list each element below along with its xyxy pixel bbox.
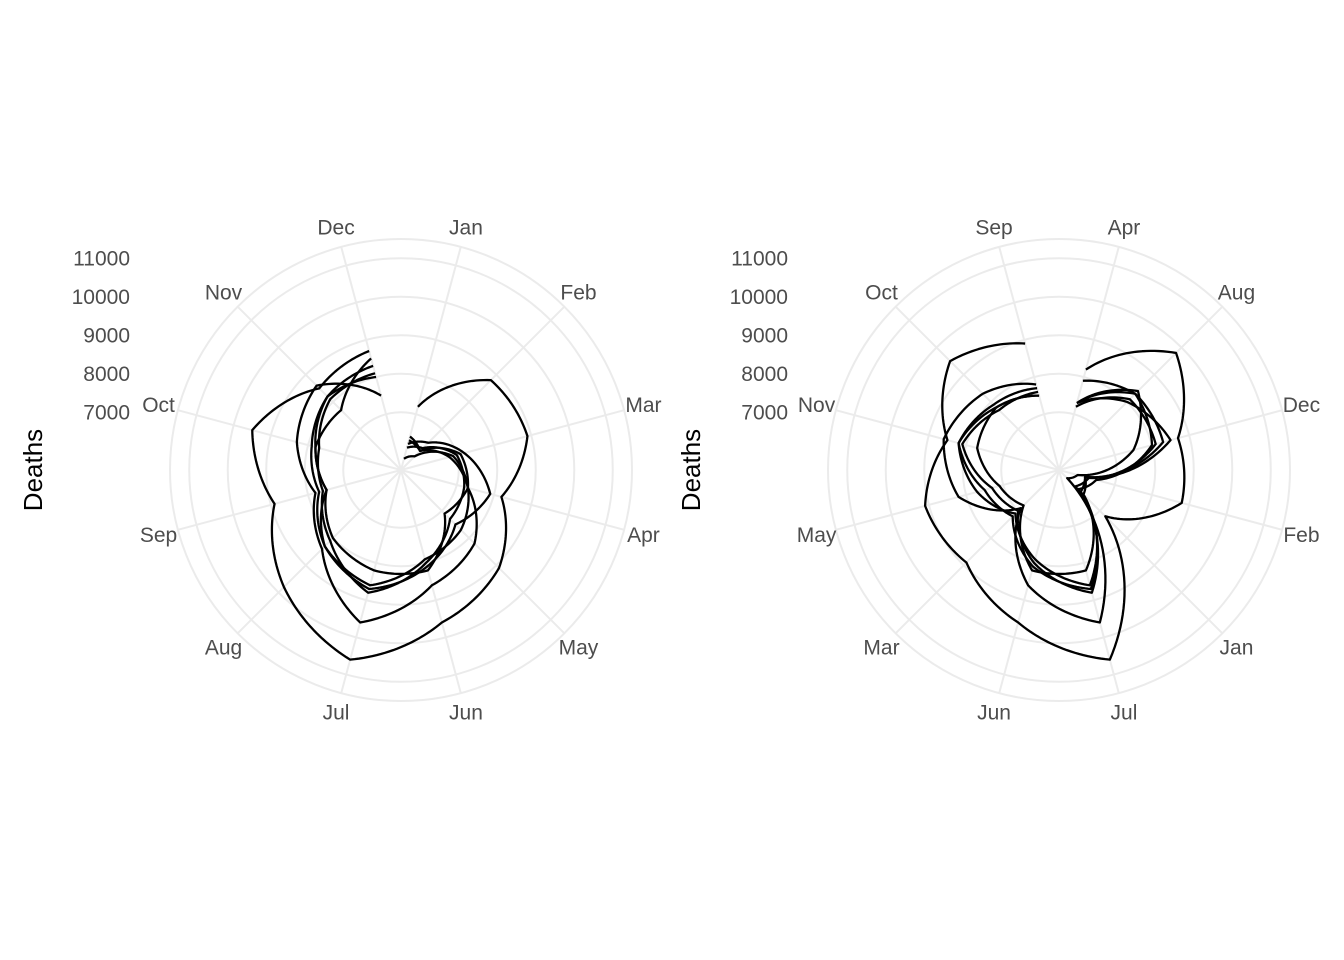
theta-label-jul: Jul	[1111, 701, 1138, 724]
grid-circle-10000	[884, 295, 1234, 645]
grid-spoke	[177, 409, 402, 471]
y-tick-label: 11000	[73, 247, 130, 270]
y-tick-label: 8000	[83, 363, 130, 386]
series-line-4	[957, 387, 1165, 587]
grid-circle-7000	[342, 411, 460, 529]
theta-label-sep: Sep	[140, 524, 177, 547]
y-tick-label: 11000	[731, 247, 788, 270]
theta-label-feb: Feb	[1283, 524, 1319, 547]
grid-circle-9000	[265, 334, 537, 606]
grid-circle-outer	[169, 238, 633, 702]
theta-label-apr: Apr	[627, 524, 660, 547]
y-tick-label: 9000	[83, 324, 130, 347]
theta-label-mar: Mar	[625, 394, 661, 417]
series-line-6	[923, 342, 1186, 661]
grid-circle-10000	[226, 295, 576, 645]
grid-spoke	[400, 469, 462, 694]
grid-circle-11000	[846, 257, 1272, 683]
y-tick-label: 8000	[741, 363, 788, 386]
y-tick-label: 10000	[72, 286, 130, 309]
grid-spoke	[894, 469, 1060, 635]
grid-spoke	[340, 469, 402, 694]
series-line-1	[942, 382, 1143, 624]
theta-label-may: May	[797, 524, 837, 547]
theta-label-may: May	[559, 636, 599, 659]
grid-spoke	[1058, 305, 1224, 471]
theta-label-nov: Nov	[798, 394, 836, 417]
polar-panel-right: 7000 8000 9000 10000 11000 Apr Aug Dec Feb Jan Jul…	[676, 217, 1320, 725]
grid-spoke	[400, 246, 462, 471]
grid-spoke	[400, 469, 625, 531]
grid-circle-8000	[303, 372, 499, 568]
grid-spoke	[1058, 246, 1120, 471]
theta-label-mar: Mar	[863, 636, 899, 659]
series-line-4	[310, 364, 470, 587]
y-tick-label: 10000	[730, 286, 788, 309]
grid-circle-outer	[827, 238, 1291, 702]
theta-label-aug: Aug	[205, 636, 242, 659]
theta-label-jan: Jan	[449, 217, 483, 240]
theta-label-apr: Apr	[1108, 217, 1141, 240]
theta-label-oct: Oct	[865, 282, 898, 305]
y-tick-label: 7000	[741, 401, 788, 424]
y-axis-title: Deaths	[676, 429, 706, 511]
series-line-3	[961, 390, 1157, 594]
grid-spoke	[998, 469, 1060, 694]
grid-spoke	[1058, 469, 1120, 694]
series-line-1	[295, 382, 478, 624]
y-tick-label: 9000	[741, 324, 788, 347]
theta-label-sep: Sep	[975, 217, 1012, 240]
series-line-5	[976, 394, 1172, 576]
grid-circle-8000	[961, 372, 1157, 568]
grid-spoke	[177, 469, 402, 531]
grid-spoke	[894, 305, 1060, 471]
grid-spoke	[400, 469, 566, 635]
series-line-6	[251, 349, 529, 661]
series-line-3	[316, 372, 466, 594]
grid-spoke	[400, 305, 566, 471]
theta-label-nov: Nov	[205, 282, 243, 305]
theta-label-jul: Jul	[323, 701, 350, 724]
series-line-5	[314, 357, 470, 576]
theta-label-aug: Aug	[1218, 282, 1255, 305]
grid-spoke	[835, 469, 1060, 531]
theta-label-feb: Feb	[560, 282, 596, 305]
y-tick-label: 7000	[83, 401, 130, 424]
theta-label-dec: Dec	[317, 217, 354, 240]
grid-spoke	[998, 246, 1060, 471]
theta-label-jan: Jan	[1220, 636, 1254, 659]
grid-circle-11000	[188, 257, 614, 683]
theta-label-jun: Jun	[977, 701, 1011, 724]
grid-circle-7000	[1000, 411, 1118, 529]
y-axis-title: Deaths	[18, 429, 48, 511]
grid-spoke	[400, 409, 625, 471]
theta-label-oct: Oct	[142, 394, 175, 417]
theta-label-dec: Dec	[1283, 394, 1320, 417]
grid-circle-9000	[923, 334, 1195, 606]
grid-spoke	[236, 469, 402, 635]
polar-panel-left: 7000 8000 9000 10000 11000 Jan Feb Mar Apr May Jun…	[18, 217, 662, 725]
theta-label-jun: Jun	[449, 701, 483, 724]
